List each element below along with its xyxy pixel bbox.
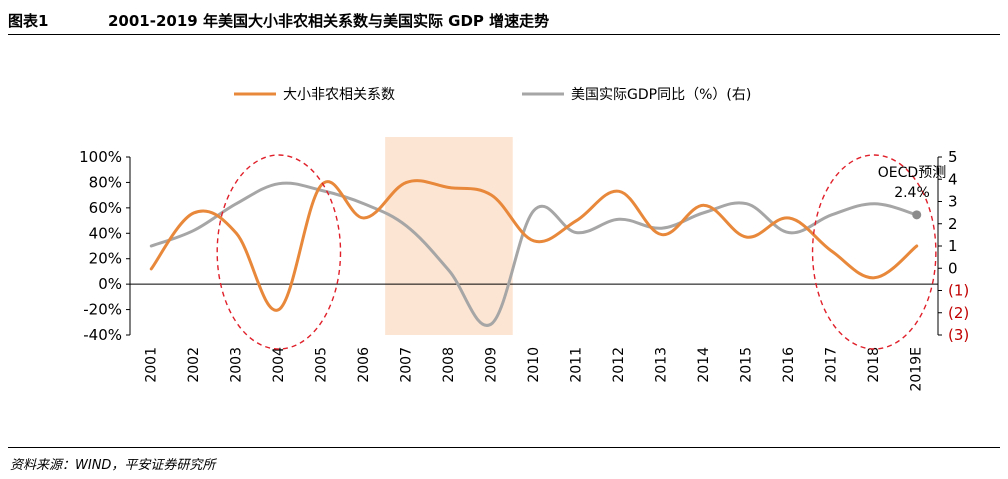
series-correlation-point bbox=[532, 239, 536, 243]
source-note: 资料来源：WIND，平安证券研究所 bbox=[10, 458, 216, 473]
x-tick-label: 2013 bbox=[654, 347, 670, 383]
highlight-circle bbox=[216, 154, 342, 350]
series-gdp-point bbox=[617, 218, 621, 221]
highlight-circle bbox=[811, 154, 937, 350]
series-correlation-point bbox=[617, 190, 621, 193]
x-tick-label: 2003 bbox=[228, 347, 244, 383]
series-correlation-point bbox=[873, 276, 876, 279]
series-correlation-point bbox=[830, 249, 833, 253]
series-gdp-point bbox=[277, 182, 281, 185]
series-correlation-point bbox=[490, 193, 493, 197]
x-tick-label: 2011 bbox=[569, 347, 585, 383]
forecast-marker bbox=[912, 210, 922, 220]
series-correlation-point bbox=[915, 244, 918, 248]
series-gdp-point bbox=[150, 244, 153, 248]
x-tick-label: 2008 bbox=[441, 347, 457, 383]
shaded-period bbox=[385, 137, 513, 335]
x-tick-label: 2005 bbox=[313, 347, 329, 383]
series-gdp-point bbox=[320, 189, 323, 192]
x-tick-label: 2001 bbox=[143, 347, 159, 383]
series-gdp-point bbox=[787, 231, 791, 234]
series-correlation-point bbox=[150, 267, 153, 271]
series-gdp-point bbox=[362, 202, 366, 205]
x-tick-label: 2017 bbox=[824, 347, 840, 383]
y-right-tick-label: 0 bbox=[948, 259, 958, 277]
series-correlation-point bbox=[235, 232, 238, 235]
x-tick-label: 2019E bbox=[909, 347, 925, 391]
y-left-tick-label: 20% bbox=[89, 250, 122, 268]
y-right-tick-label: (3) bbox=[948, 326, 969, 344]
y-right-tick-label: (2) bbox=[948, 304, 969, 322]
series-correlation-point bbox=[277, 308, 281, 311]
forecast-label: OECD预测 bbox=[878, 165, 946, 181]
series-gdp-line bbox=[149, 181, 919, 327]
series-correlation-point bbox=[362, 216, 366, 220]
legend-label-correlation: 大小非农相关系数 bbox=[283, 87, 395, 103]
y-right-tick-label: 1 bbox=[948, 237, 958, 255]
series-gdp-point bbox=[447, 269, 451, 272]
y-right-tick-label: (1) bbox=[948, 282, 969, 300]
y-left-tick-label: 100% bbox=[79, 148, 122, 166]
series-gdp-point bbox=[532, 209, 536, 212]
series-correlation-point bbox=[702, 204, 706, 207]
series-correlation-point bbox=[660, 233, 663, 236]
series-correlation-line bbox=[149, 179, 919, 312]
series-correlation-point bbox=[320, 183, 323, 187]
x-tick-label: 2018 bbox=[866, 347, 882, 383]
y-left-tick-label: 80% bbox=[89, 173, 122, 191]
y-left-tick-label: 40% bbox=[89, 224, 122, 242]
series-correlation-point bbox=[787, 216, 791, 220]
series-correlation-point bbox=[192, 211, 195, 215]
title-bar: 图表1 2001-2019 年美国大小非农相关系数与美国实际 GDP 增速走势 bbox=[8, 4, 1000, 35]
line-chart: -40% -20% 0% 20% 40% 60% 80% 100% (3) (2) (1) 0 1 2 3… bbox=[79, 87, 969, 391]
x-tick-label: 2009 bbox=[483, 347, 499, 383]
x-tick-label: 2014 bbox=[696, 347, 712, 383]
series-correlation-point bbox=[745, 235, 748, 239]
forecast-value: 2.4% bbox=[894, 185, 930, 201]
y-left-tick-label: 60% bbox=[89, 199, 122, 217]
legend-label-gdp: 美国实际GDP同比（%）(右) bbox=[571, 87, 751, 103]
x-tick-label: 2015 bbox=[739, 347, 755, 383]
series-gdp-point bbox=[702, 211, 706, 214]
series-correlation-point bbox=[405, 181, 408, 184]
series-gdp-point bbox=[830, 213, 833, 217]
figure-number: 图表1 bbox=[8, 12, 49, 30]
x-tick-label: 2012 bbox=[611, 347, 627, 383]
figure-title: 2001-2019 年美国大小非农相关系数与美国实际 GDP 增速走势 bbox=[108, 12, 550, 30]
x-tick-label: 2006 bbox=[356, 347, 372, 383]
y-right-tick-label: 2 bbox=[948, 215, 958, 233]
series-correlation-point bbox=[447, 186, 451, 189]
y-right-tick-label: 4 bbox=[948, 170, 958, 188]
series-gdp-point bbox=[235, 202, 238, 205]
x-tick-label: 2010 bbox=[526, 347, 542, 383]
series-gdp-point bbox=[873, 202, 876, 205]
y-left-tick-label: -40% bbox=[83, 326, 122, 344]
series-gdp-point bbox=[660, 227, 663, 230]
series-correlation-point bbox=[575, 219, 578, 222]
series-gdp-point bbox=[405, 224, 408, 228]
y-left-tick-label: 0% bbox=[98, 275, 122, 293]
series-gdp-point bbox=[490, 322, 493, 326]
y-left-tick-label: -20% bbox=[83, 301, 122, 319]
series-gdp-point bbox=[575, 231, 578, 234]
x-tick-label: 2002 bbox=[186, 347, 202, 383]
source-bar: 资料来源：WIND，平安证券研究所 bbox=[8, 447, 1000, 474]
series-gdp-point bbox=[745, 202, 748, 205]
x-tick-label: 2007 bbox=[398, 347, 414, 383]
y-right-tick-label: 3 bbox=[948, 193, 958, 211]
x-tick-label: 2016 bbox=[781, 347, 797, 383]
series-gdp-point bbox=[192, 229, 195, 232]
y-right-tick-label: 5 bbox=[948, 148, 958, 166]
x-tick-label: 2004 bbox=[271, 347, 287, 383]
